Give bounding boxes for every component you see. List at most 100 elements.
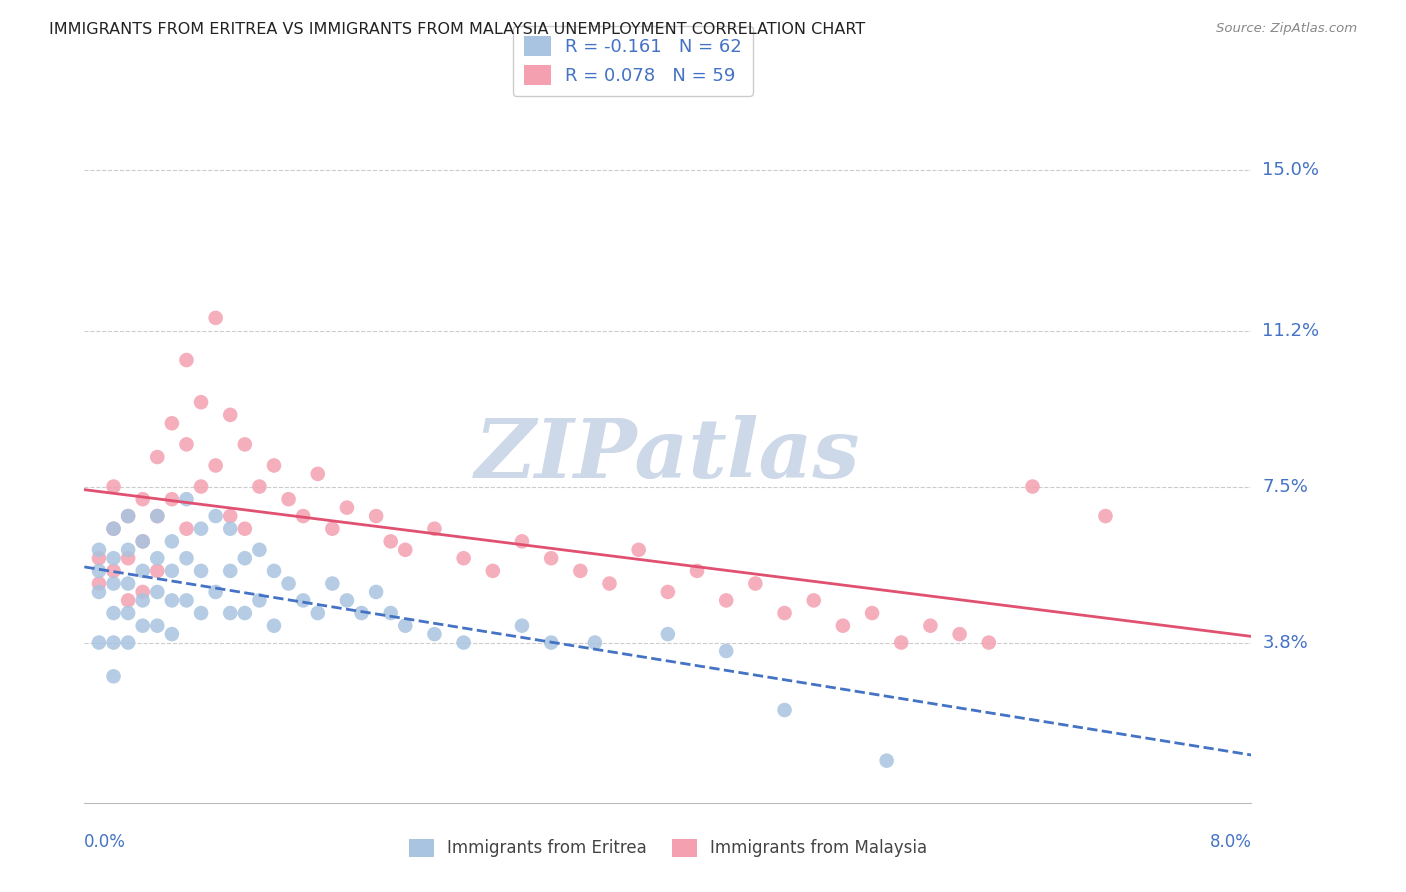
Point xyxy=(832,618,855,632)
Point xyxy=(263,564,285,578)
Text: 11.2%: 11.2% xyxy=(1263,321,1320,340)
Point xyxy=(876,754,898,768)
Point xyxy=(744,576,766,591)
Point xyxy=(204,310,226,325)
Point xyxy=(949,627,972,641)
Point xyxy=(423,627,446,641)
Point xyxy=(510,534,533,549)
Point xyxy=(510,618,533,632)
Point xyxy=(146,551,169,566)
Point xyxy=(132,618,155,632)
Point xyxy=(233,606,256,620)
Point xyxy=(219,606,242,620)
Point xyxy=(117,551,139,566)
Text: 0.0%: 0.0% xyxy=(84,833,127,851)
Point xyxy=(321,576,343,591)
Point xyxy=(176,593,198,607)
Point xyxy=(117,593,139,607)
Point xyxy=(132,593,155,607)
Text: Source: ZipAtlas.com: Source: ZipAtlas.com xyxy=(1216,22,1357,36)
Point xyxy=(627,542,650,557)
Point xyxy=(160,564,183,578)
Point xyxy=(540,635,562,649)
Point xyxy=(204,458,226,473)
Point xyxy=(453,551,475,566)
Point xyxy=(233,551,256,566)
Point xyxy=(1021,479,1043,493)
Point xyxy=(307,467,329,481)
Legend: Immigrants from Eritrea, Immigrants from Malaysia: Immigrants from Eritrea, Immigrants from… xyxy=(402,832,934,864)
Point xyxy=(160,417,183,431)
Point xyxy=(583,635,606,649)
Point xyxy=(336,500,359,515)
Point xyxy=(103,635,125,649)
Point xyxy=(219,509,242,524)
Point xyxy=(160,492,183,507)
Point xyxy=(87,542,110,557)
Point xyxy=(103,522,125,536)
Point xyxy=(176,353,198,368)
Point xyxy=(103,564,125,578)
Point xyxy=(146,509,169,524)
Point xyxy=(263,458,285,473)
Point xyxy=(307,606,329,620)
Point xyxy=(263,618,285,632)
Point xyxy=(146,564,169,578)
Point xyxy=(890,635,912,649)
Point xyxy=(482,564,505,578)
Point xyxy=(219,522,242,536)
Point xyxy=(366,585,388,599)
Point xyxy=(292,509,315,524)
Point xyxy=(87,576,110,591)
Point xyxy=(321,522,343,536)
Point xyxy=(366,509,388,524)
Point xyxy=(716,644,738,658)
Point xyxy=(176,492,198,507)
Point xyxy=(773,703,796,717)
Point xyxy=(117,606,139,620)
Point xyxy=(103,551,125,566)
Point xyxy=(540,551,562,566)
Point xyxy=(117,542,139,557)
Point xyxy=(190,479,212,493)
Point xyxy=(350,606,373,620)
Point xyxy=(103,522,125,536)
Point xyxy=(132,564,155,578)
Point xyxy=(117,576,139,591)
Point xyxy=(146,618,169,632)
Point xyxy=(87,564,110,578)
Point xyxy=(716,593,738,607)
Point xyxy=(292,593,315,607)
Point xyxy=(233,522,256,536)
Point xyxy=(1094,509,1116,524)
Point xyxy=(87,551,110,566)
Point xyxy=(920,618,942,632)
Point xyxy=(204,509,226,524)
Point xyxy=(977,635,1000,649)
Point xyxy=(380,606,402,620)
Point xyxy=(190,522,212,536)
Text: 8.0%: 8.0% xyxy=(1209,833,1251,851)
Text: ZIPatlas: ZIPatlas xyxy=(475,415,860,495)
Point xyxy=(336,593,359,607)
Point xyxy=(233,437,256,451)
Point xyxy=(860,606,883,620)
Point xyxy=(103,479,125,493)
Point xyxy=(773,606,796,620)
Point xyxy=(146,585,169,599)
Point xyxy=(249,593,271,607)
Point xyxy=(103,669,125,683)
Point xyxy=(394,618,416,632)
Point xyxy=(132,585,155,599)
Point xyxy=(132,534,155,549)
Point xyxy=(569,564,592,578)
Point xyxy=(380,534,402,549)
Point xyxy=(219,408,242,422)
Point xyxy=(190,564,212,578)
Point xyxy=(146,509,169,524)
Point xyxy=(686,564,709,578)
Point xyxy=(453,635,475,649)
Point xyxy=(176,551,198,566)
Point xyxy=(103,606,125,620)
Point xyxy=(132,492,155,507)
